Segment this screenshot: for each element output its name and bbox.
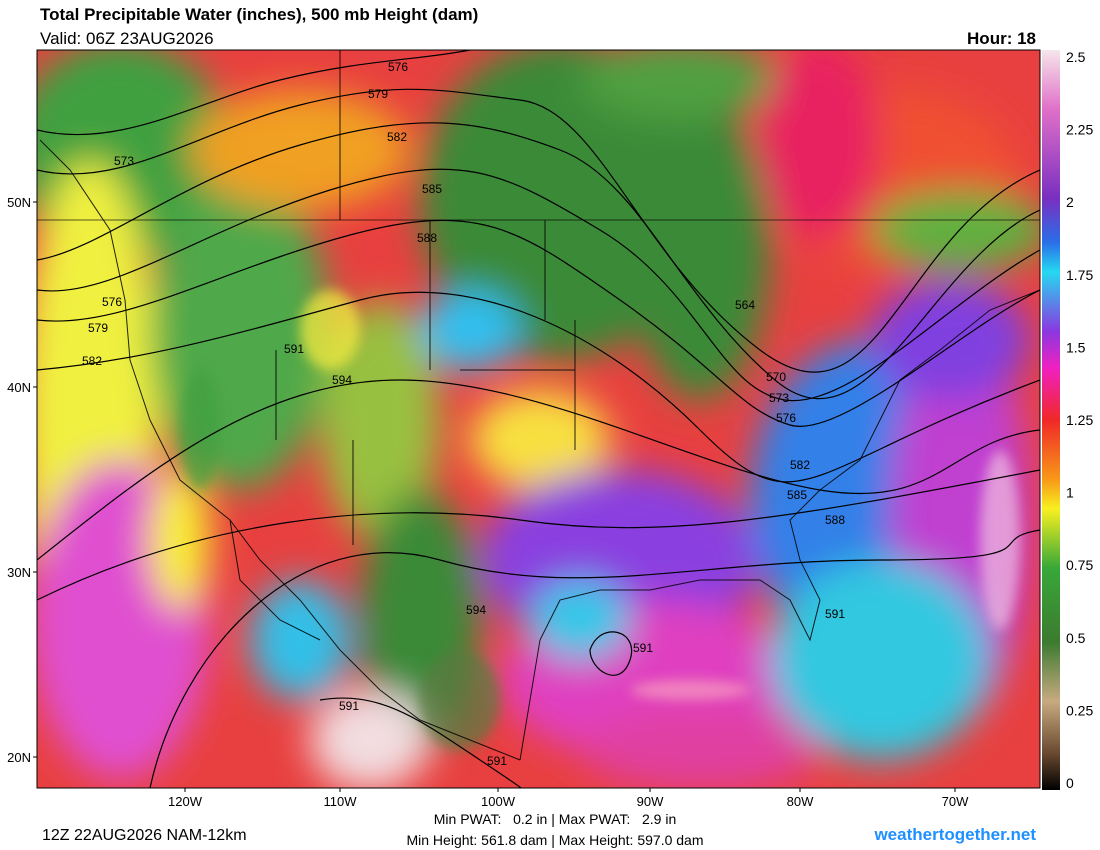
contour-label: 591 (284, 342, 304, 356)
height-contours (37, 50, 1040, 788)
lat-label: 40N (7, 380, 31, 395)
forecast-hour: Hour: 18 (967, 29, 1036, 48)
contour-label: 594 (466, 603, 486, 617)
lon-label: 120W (168, 794, 203, 809)
colorbar-label: 1 (1066, 485, 1074, 501)
colorbar-label: 0 (1066, 775, 1074, 791)
colorbar-label: 2.25 (1066, 122, 1093, 138)
contour-label: 591 (825, 607, 845, 621)
valid-time: Valid: 06Z 23AUG2026 (40, 29, 214, 48)
contour-label: 576 (388, 60, 408, 74)
colorbar-label: 1.75 (1066, 267, 1093, 283)
lon-label: 70W (942, 794, 969, 809)
colorbar-label: 2 (1066, 194, 1074, 210)
colorbar-label: 0.5 (1066, 630, 1086, 646)
contour-label: 585 (422, 182, 442, 196)
model-run: 12Z 22AUG2026 NAM-12km (42, 827, 247, 844)
contour-label: 588 (825, 513, 845, 527)
lat-label: 50N (7, 195, 31, 210)
colorbar-label: 0.75 (1066, 557, 1093, 573)
colorbar (1042, 50, 1060, 790)
contour-label: 579 (88, 321, 108, 335)
contour-label: 576 (776, 411, 796, 425)
lon-label: 90W (637, 794, 664, 809)
contour-label: 576 (102, 295, 122, 309)
colorbar-label: 1.5 (1066, 339, 1086, 355)
coastlines (37, 50, 1041, 761)
contour-label: 582 (387, 130, 407, 144)
contour-label: 564 (735, 298, 755, 312)
lon-label: 80W (787, 794, 814, 809)
contour-label: 591 (633, 641, 653, 655)
lon-label: 110W (324, 794, 358, 809)
contour-label: 582 (790, 458, 810, 472)
contour-label: 591 (487, 754, 507, 768)
contour-label: 588 (417, 231, 437, 245)
pwat-range: Min PWAT: 0.2 in | Max PWAT: 2.9 in (434, 811, 676, 827)
contour-label: 579 (368, 87, 388, 101)
map-frame (36, 49, 1041, 789)
contour-label: 594 (332, 373, 352, 387)
height-range: Min Height: 561.8 dam | Max Height: 597.… (406, 832, 703, 848)
contour-label: 585 (787, 488, 807, 502)
lon-label: 100W (481, 794, 516, 809)
brand: weathertogether.net (873, 825, 1036, 844)
contour-label: 591 (339, 699, 359, 713)
contour-label: 573 (114, 154, 134, 168)
colorbar-label: 2.5 (1066, 49, 1086, 65)
colorbar-label: 0.25 (1066, 702, 1093, 718)
title: Total Precipitable Water (inches), 500 m… (40, 5, 478, 24)
lat-label: 20N (7, 750, 31, 765)
contour-label: 573 (769, 391, 789, 405)
colorbar-label: 1.25 (1066, 412, 1093, 428)
contour-label: 570 (766, 370, 786, 384)
contour-label: 582 (82, 354, 102, 368)
lat-label: 30N (7, 565, 31, 580)
